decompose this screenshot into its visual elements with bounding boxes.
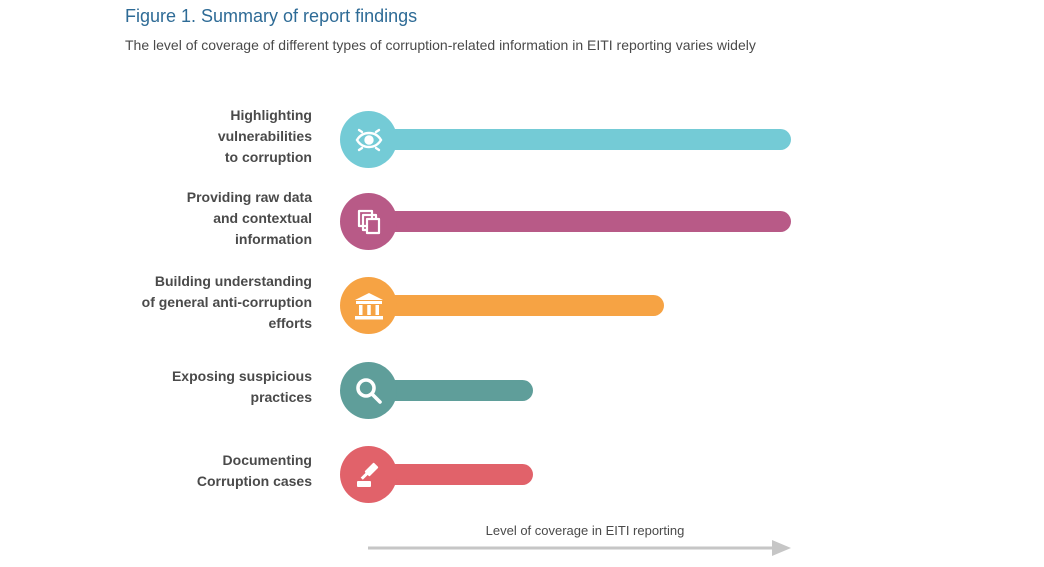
category-label: Exposing suspicious practices [92,366,312,408]
category-label-line: of general anti-corruption [141,293,312,310]
category-label-line: Exposing suspicious [171,368,312,384]
category-label: Providing raw data and contextual informat… [92,187,312,250]
category-label-line: Documenting [222,452,312,468]
bar [368,211,791,232]
bar [368,464,533,485]
category-label-line: Highlighting [230,106,312,123]
category-label-line: vulnerabilities [217,127,312,144]
category-label-line: information [235,230,312,247]
bar [368,295,665,316]
eye-icon [353,124,385,156]
category-label-line: practices [250,389,312,405]
institution-icon [352,290,386,322]
category-label: Highlighting vulnerabilities to corruption [92,105,312,168]
category-label: Documenting Corruption cases [92,450,312,492]
documents-badge [340,193,397,250]
category-label: Building understanding of general anti-co… [92,271,312,334]
institution-badge [340,277,397,334]
gavel-icon [353,459,385,491]
category-label-line: efforts [268,314,312,331]
magnifier-badge [340,362,397,419]
category-label-line: Corruption cases [196,473,312,489]
eye-badge [340,111,397,168]
gavel-badge [340,446,397,503]
bar [368,129,791,150]
chart-title: Figure 1. Summary of report findings [125,6,418,26]
bar [368,380,533,401]
x-axis-arrow [368,540,791,556]
category-label-line: to corruption [224,148,312,165]
category-label-line: and contextual [213,209,312,226]
category-label-line: Providing raw data [186,188,312,205]
x-axis-label: Level of coverage in EITI reporting [485,523,685,538]
magnifier-icon [353,375,385,407]
chart-subtitle: The level of coverage of different types… [125,37,756,53]
category-label-line: Building understanding [154,272,312,289]
documents-icon [353,206,385,238]
